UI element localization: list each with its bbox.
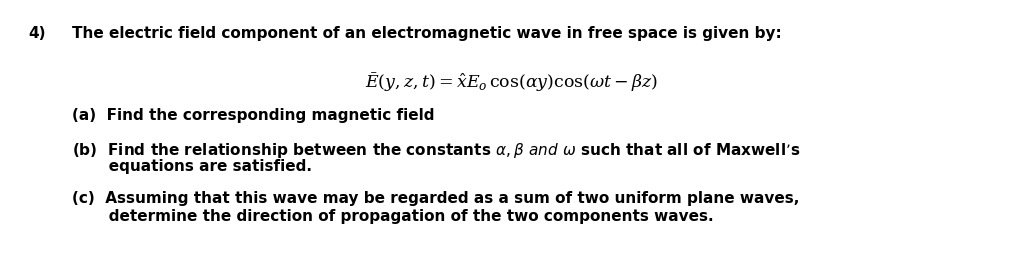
Text: (c)  Assuming that this wave may be regarded as a sum of two uniform plane waves: (c) Assuming that this wave may be regar…	[72, 191, 800, 206]
Text: (a)  Find the corresponding magnetic field: (a) Find the corresponding magnetic fiel…	[72, 108, 434, 123]
Text: 4): 4)	[28, 26, 45, 41]
Text: $\bar{E}(y,z,t) = \hat{x}E_o\,\mathrm{cos}(\alpha y)\mathrm{cos}(\omega t - \bet: $\bar{E}(y,z,t) = \hat{x}E_o\,\mathrm{co…	[366, 71, 658, 94]
Text: The electric field component of an electromagnetic wave in free space is given b: The electric field component of an elect…	[72, 26, 781, 41]
Text: (b)  Find the relationship between the constants $\alpha, \beta$ $\mathit{and}$ : (b) Find the relationship between the co…	[72, 141, 801, 160]
Text: determine the direction of propagation of the two components waves.: determine the direction of propagation o…	[72, 209, 714, 224]
Text: equations are satisfied.: equations are satisfied.	[72, 159, 312, 174]
